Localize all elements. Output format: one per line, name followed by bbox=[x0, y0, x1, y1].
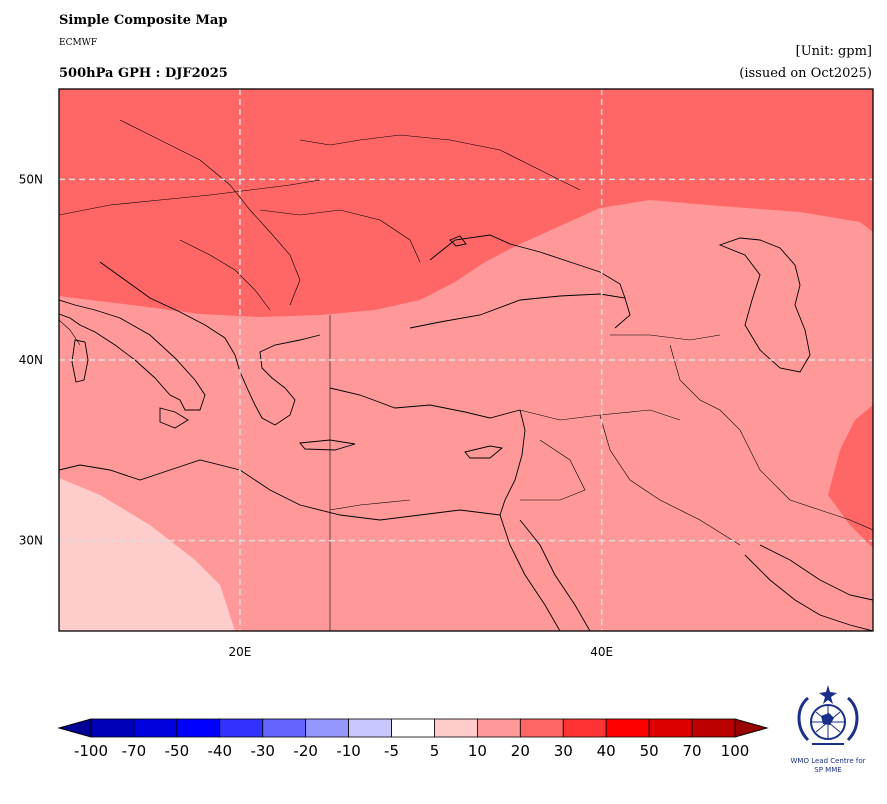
colorbar-segment bbox=[262, 718, 307, 738]
colorbar-segment bbox=[90, 718, 135, 738]
axis-ticks: 20E 40E 50N 40N 30N bbox=[19, 172, 613, 659]
colorbar-segment bbox=[348, 718, 392, 738]
map-frame bbox=[58, 88, 874, 632]
colorbar-label: -5 bbox=[384, 742, 399, 760]
logo-line2: SP MME bbox=[814, 766, 841, 774]
anomaly-region-northwest-africa bbox=[59, 478, 235, 631]
wmo-emblem-icon bbox=[797, 685, 859, 745]
map-title: Simple Composite Map bbox=[59, 13, 228, 28]
colorbar-label: 10 bbox=[468, 742, 487, 760]
anomaly-region-north bbox=[59, 89, 873, 317]
colorbar-label: -100 bbox=[74, 742, 108, 760]
colorbar-segment bbox=[648, 718, 693, 738]
colorbar-label: 40 bbox=[597, 742, 616, 760]
variable-label: 500hPa GPH : DJF2025 bbox=[59, 66, 228, 81]
colorbar-over-arrow bbox=[734, 718, 769, 738]
colorbar-label: 50 bbox=[640, 742, 659, 760]
lat-tick-label: 30N bbox=[19, 534, 43, 548]
map-area bbox=[59, 89, 873, 631]
lon-tick-label: 40E bbox=[590, 645, 613, 659]
colorbar-label: -10 bbox=[336, 742, 361, 760]
colorbar-segment bbox=[562, 718, 607, 738]
issued-label: (issued on Oct2025) bbox=[739, 66, 872, 81]
colorbar-label: 70 bbox=[683, 742, 702, 760]
colorbar-label: 30 bbox=[554, 742, 573, 760]
colorbar-segment bbox=[519, 718, 564, 738]
logo-line1: WMO Lead Centre for bbox=[791, 757, 866, 765]
wmo-logo: WMO Lead Centre for SP MME bbox=[791, 685, 866, 774]
colorbar-segment bbox=[176, 718, 221, 738]
lat-tick-label: 40N bbox=[19, 353, 43, 367]
colorbar-segment bbox=[691, 718, 736, 738]
colorbar-under-arrow bbox=[57, 718, 92, 738]
colorbar-label: -30 bbox=[250, 742, 275, 760]
gridlines bbox=[59, 89, 873, 631]
data-source: ECMWF bbox=[59, 38, 98, 48]
colorbar-segment bbox=[476, 718, 521, 738]
colorbar-segment bbox=[391, 718, 435, 738]
colorbar: -100 -70 -50 -40 -30 -20 -10 -5 5 10 20 30 40 50 70 100 bbox=[57, 718, 769, 760]
country-borders bbox=[59, 119, 873, 631]
anomaly-region-iran-southeast bbox=[828, 405, 873, 548]
colorbar-label: 100 bbox=[721, 742, 750, 760]
colorbar-label: -40 bbox=[208, 742, 233, 760]
colorbar-label: -50 bbox=[165, 742, 190, 760]
colorbar-segment bbox=[305, 718, 349, 738]
lon-tick-label: 20E bbox=[228, 645, 251, 659]
colorbar-segment bbox=[605, 718, 650, 738]
colorbar-segment bbox=[133, 718, 178, 738]
colorbar-label: -70 bbox=[122, 742, 147, 760]
lat-tick-label: 50N bbox=[19, 172, 43, 186]
unit-label: [Unit: gpm] bbox=[795, 44, 872, 59]
colorbar-segment bbox=[434, 718, 478, 738]
colorbar-label: 5 bbox=[430, 742, 440, 760]
colorbar-label: 20 bbox=[511, 742, 530, 760]
colorbar-segment bbox=[219, 718, 264, 738]
coastlines bbox=[59, 234, 873, 631]
colorbar-label: -20 bbox=[293, 742, 318, 760]
